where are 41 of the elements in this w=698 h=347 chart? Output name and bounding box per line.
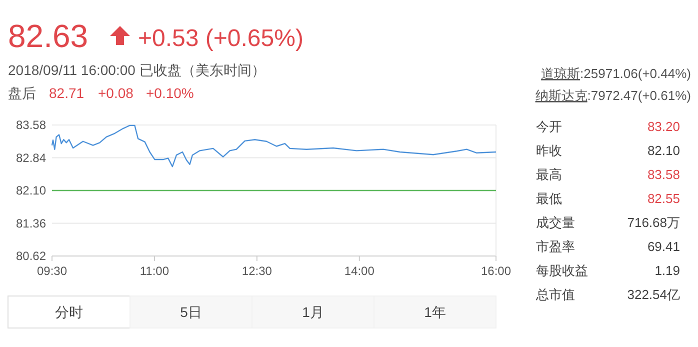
y-tick-label: 83.58 — [16, 118, 46, 132]
text: 1月 — [302, 304, 324, 320]
x-tick-label: 16:00 — [480, 264, 512, 278]
text: :25971.06(+0.44%) — [580, 66, 691, 81]
text: 成交量 — [536, 215, 575, 230]
text: 1年 — [424, 304, 446, 320]
text: 82.55 — [647, 191, 680, 206]
y-tick-label: 80.62 — [16, 249, 46, 263]
x-tick-label: 11:00 — [140, 264, 170, 278]
y-tick-label: 81.36 — [16, 216, 46, 230]
chart-subtitle: +0.53 (+0.65%) — [138, 25, 304, 52]
y-tick-label: 82.10 — [16, 184, 46, 198]
chart-title: 82.63 — [8, 18, 88, 54]
text: 83.20 — [647, 119, 680, 134]
text: 69.41 — [647, 239, 680, 254]
text: 每股收益 — [536, 263, 588, 278]
text: 今开 — [536, 119, 562, 134]
text: 5日 — [180, 304, 202, 320]
text: 纳斯达克 — [535, 88, 588, 103]
text: 1.19 — [654, 263, 680, 278]
text: 83.58 — [647, 167, 680, 182]
text: 716.68万 — [627, 215, 680, 230]
text: 2018/09/11 16:00:00 已收盘（美东时间） — [8, 62, 266, 78]
text: 道琼斯 — [541, 66, 580, 81]
text: 盘后 — [8, 85, 36, 101]
text: :7972.47(+0.61%) — [587, 88, 691, 103]
x-tick-label: 09:30 — [36, 264, 68, 278]
x-tick-label: 12:30 — [242, 264, 272, 278]
x-tick-label: 14:00 — [344, 264, 375, 278]
y-tick-label: 82.84 — [16, 150, 46, 165]
text: 分时 — [55, 304, 83, 320]
text: +0.08 — [98, 85, 134, 101]
text: 市盈率 — [536, 239, 575, 254]
text: 昨收 — [536, 143, 562, 158]
text: 总市值 — [535, 287, 575, 302]
text: 最高 — [536, 167, 562, 182]
text: 322.54亿 — [627, 287, 680, 302]
text: 82.10 — [647, 143, 680, 158]
text: +0.10% — [146, 85, 194, 101]
text: 最低 — [536, 191, 562, 206]
text: 82.71 — [49, 85, 84, 101]
